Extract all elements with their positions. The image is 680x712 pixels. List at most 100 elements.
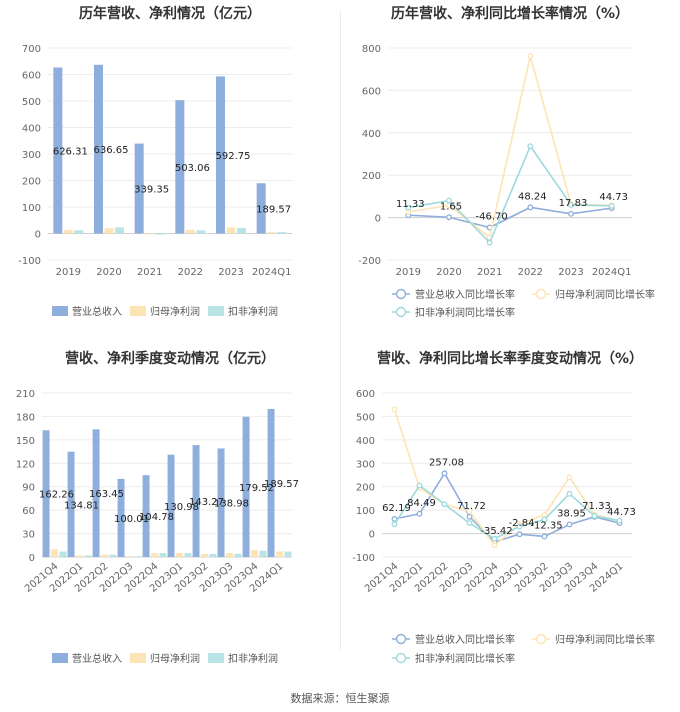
bar [117,478,125,557]
bar [151,553,158,557]
bar [226,553,233,557]
data-source-note: 数据来源：恒生聚源 [290,692,390,705]
bar [53,67,63,234]
chart-svg: -100 0 100 200 300 400 500 600 700 2019 2020 2021 20… [18,44,292,318]
bar [256,183,266,234]
x-tick-label: 2022 [518,267,543,278]
series-line [408,55,612,239]
data-point [446,214,452,221]
y-tick-label: 90 [22,483,35,494]
bar [134,143,144,234]
bar [84,555,92,557]
y-tick-label: 30 [22,530,35,541]
series-line [394,471,620,543]
y-tick-label: 60 [22,506,35,517]
bar [92,429,100,557]
legend-label: 归母净利润 [150,305,200,318]
y-tick-label: 100 [356,506,375,517]
data-label: 163.45 [89,489,124,500]
bar [51,549,58,557]
bar [185,229,195,234]
y-tick-label: -100 [18,256,41,267]
data-label: 179.52 [239,483,274,494]
data-point [616,517,623,524]
data-label: 130.98 [164,502,199,513]
data-point [527,143,534,150]
data-point [516,531,523,538]
bar [63,230,73,234]
bar [277,232,287,234]
legend-label: 扣非净利润同比增长率 [415,652,515,665]
data-label: 503.06 [175,163,210,174]
bar [109,554,117,557]
data-label: 636.65 [94,145,129,156]
y-tick-label: 700 [22,44,41,55]
data-label: 44.73 [599,192,628,203]
data-label: 84.49 [407,498,436,509]
y-tick-label: 500 [22,97,41,108]
y-tick-label: 600 [356,389,375,400]
bar [145,233,155,235]
data-point [591,513,598,519]
bar [192,445,200,557]
data-point [527,204,534,211]
y-tick-label: 120 [16,459,35,470]
data-label: 1.65 [440,201,462,212]
data-point [566,521,573,528]
legend-swatch [130,306,146,316]
y-tick-label: -100 [352,553,375,564]
legend-swatch [52,653,68,663]
chart-title: 营收、净利同比增长率季度变动情况（%） [376,351,644,367]
bar [74,230,84,234]
bar [67,451,75,557]
x-tick-label: 2020 [436,267,461,278]
data-label: 71.33 [582,501,611,512]
bar [94,64,103,234]
bar [134,556,142,558]
bar [104,228,114,234]
bar [101,554,108,557]
data-point [441,470,448,477]
data-label: -12.35 [530,520,562,531]
bar [155,233,165,235]
data-label: 71.72 [457,501,486,512]
legend-label: 营业总收入 [72,652,122,665]
y-tick-label: 0 [29,553,35,564]
data-label: 339.35 [134,185,169,196]
y-tick-label: 180 [16,412,35,423]
data-label: 138.98 [214,499,249,510]
legend-label: 扣非净利润同比增长率 [415,306,515,319]
legend-label: 归母净利润同比增长率 [555,288,655,301]
bar [216,76,225,234]
x-tick-label: 2024Q1 [592,267,632,278]
legend-marker [395,306,407,318]
legend-label: 扣非净利润 [228,305,278,318]
data-point [608,202,615,209]
x-tick-label: 2022 [178,267,203,278]
x-tick-label: 2021 [137,267,162,278]
panel-divider [340,10,341,650]
data-label: 38.95 [557,508,586,519]
legend-label: 归母净利润 [150,652,200,665]
data-label: 17.83 [559,198,588,209]
bar [142,475,150,557]
series-line [393,409,620,547]
bar [159,553,167,557]
bar [42,430,50,557]
legend-label: 营业总收入同比增长率 [415,633,515,646]
data-point [541,516,548,523]
bar [237,227,246,234]
annual-revenue-profit-chart: 历年营收、净利情况（亿元） -100 0 100 200 300 400 500 600 700… [0,0,340,345]
annual-growth-rate-chart: 历年营收、净利同比增长率情况（%） -200 0 200 400 600 800 2019 2… [340,0,680,345]
data-point [416,482,423,489]
chart-svg: -200 0 200 400 600 800 2019 2020 2021 2022 2023 202… [358,44,655,319]
y-tick-label: 150 [16,436,35,447]
legend-swatch [208,306,224,316]
bar [126,556,133,558]
legend-marker [395,633,407,645]
chart-title: 历年营收、净利同比增长率情况（%） [390,6,630,22]
bar [267,232,277,234]
chart-title: 营收、净利季度变动情况（亿元） [65,351,275,367]
legend-swatch [208,653,224,663]
quarterly-revenue-profit-chart: 营收、净利季度变动情况（亿元） 0 30 60 90 120 150 180 210 2021Q… [0,345,340,690]
